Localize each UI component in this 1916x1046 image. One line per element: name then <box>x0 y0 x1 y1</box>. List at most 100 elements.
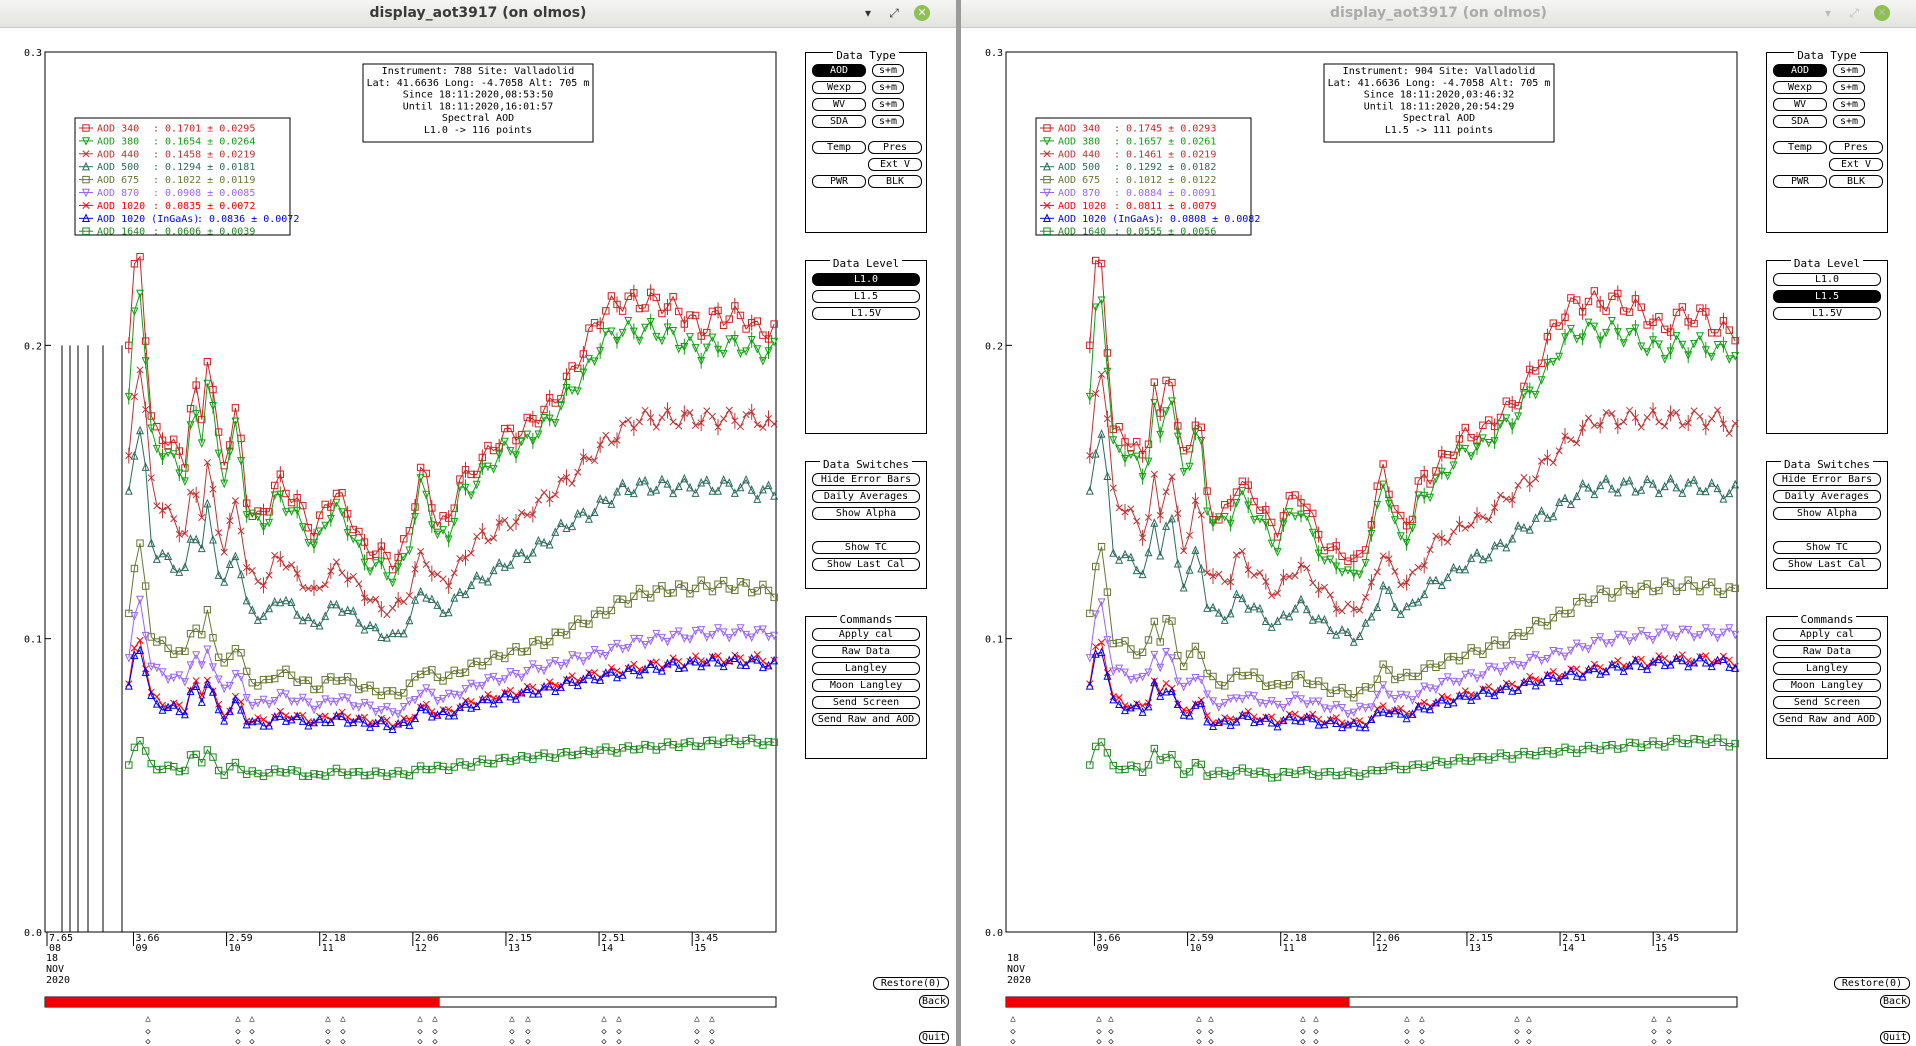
sun-mark-triangle: △ <box>1666 1014 1672 1024</box>
data-point <box>1414 690 1423 699</box>
window-titlebar[interactable]: display_aot3917 (on olmos) ▾ ⤢ ✕ <box>0 0 956 28</box>
data-point <box>1672 482 1681 492</box>
data-point <box>635 476 644 486</box>
wv-button[interactable]: WV <box>812 98 866 111</box>
langley-button[interactable]: Langley <box>812 662 920 675</box>
send-raw-and-aod-button[interactable]: Send Raw and AOD <box>1773 713 1881 726</box>
blk-button[interactable]: BLK <box>868 175 922 188</box>
raw-data-button[interactable]: Raw Data <box>1773 645 1881 658</box>
back-button[interactable]: Back <box>1880 995 1910 1008</box>
window-titlebar[interactable]: display_aot3917 (on olmos) ▾ ⤢ ✕ <box>961 0 1916 28</box>
data-point <box>1250 516 1259 525</box>
ext-v-button[interactable]: Ext V <box>1829 158 1883 171</box>
wexp-button[interactable]: Wexp <box>1773 81 1827 94</box>
sda-button[interactable]: SDA <box>1773 115 1827 128</box>
sm-button[interactable]: s+m <box>872 115 904 128</box>
data-point <box>1197 698 1206 708</box>
level-l15-button[interactable]: L1.5 <box>812 290 920 303</box>
data-point <box>271 481 279 490</box>
wexp-button[interactable]: Wexp <box>812 81 866 94</box>
data-point <box>675 657 683 665</box>
daily-averages-button[interactable]: Daily Averages <box>1773 490 1881 503</box>
sun-mark-diamond: ◇ <box>616 1037 622 1046</box>
moon-langley-button[interactable]: Moon Langley <box>812 679 920 692</box>
send-raw-and-aod-button[interactable]: Send Raw and AOD <box>812 713 920 726</box>
sm-button[interactable]: s+m <box>1833 81 1865 94</box>
pwr-button[interactable]: PWR <box>1773 175 1827 188</box>
close-icon[interactable]: ✕ <box>914 5 930 21</box>
send-screen-button[interactable]: Send Screen <box>812 696 920 709</box>
data-point <box>1361 618 1370 627</box>
data-point <box>1156 663 1165 673</box>
daily-averages-button[interactable]: Daily Averages <box>812 490 920 503</box>
level-l10-button[interactable]: L1.0 <box>812 273 920 286</box>
data-point <box>1590 287 1599 295</box>
data-point <box>1402 668 1411 677</box>
sda-button[interactable]: SDA <box>812 115 866 128</box>
sm-button[interactable]: s+m <box>872 64 904 77</box>
moon-langley-button[interactable]: Moon Langley <box>1773 679 1881 692</box>
blk-button[interactable]: BLK <box>1829 175 1883 188</box>
level-l15v-button[interactable]: L1.5V <box>812 307 920 320</box>
level-l15-button[interactable]: L1.5 <box>1773 290 1881 303</box>
data-point <box>747 633 756 643</box>
quit-button[interactable]: Quit <box>1880 1031 1910 1044</box>
data-point <box>1197 675 1206 685</box>
pres-button[interactable]: Pres <box>1829 141 1883 154</box>
data-point <box>731 302 739 310</box>
level-l15v-button[interactable]: L1.5V <box>1773 307 1881 320</box>
sm-button[interactable]: s+m <box>1833 98 1865 111</box>
apply-cal-button[interactable]: Apply cal <box>1773 628 1881 641</box>
maximize-icon[interactable]: ⤢ <box>889 6 899 20</box>
quit-button[interactable]: Quit <box>919 1031 949 1044</box>
data-point <box>1338 771 1346 779</box>
minimize-icon[interactable]: ▾ <box>864 6 872 20</box>
restore-button[interactable]: Restore(0) <box>1834 977 1910 990</box>
data-point <box>1561 670 1569 679</box>
data-point <box>1514 412 1523 422</box>
legend-label: AOD 1020 <box>1058 201 1106 212</box>
send-screen-button[interactable]: Send Screen <box>1773 696 1881 709</box>
show-tc-button[interactable]: Show TC <box>812 541 920 554</box>
apply-cal-button[interactable]: Apply cal <box>812 628 920 641</box>
data-point <box>1655 740 1663 749</box>
restore-button[interactable]: Restore(0) <box>873 977 949 990</box>
raw-data-button[interactable]: Raw Data <box>812 645 920 658</box>
sm-button[interactable]: s+m <box>1833 115 1865 128</box>
close-icon[interactable]: ✕ <box>1874 5 1890 21</box>
wv-button[interactable]: WV <box>1773 98 1827 111</box>
show-alpha-button[interactable]: Show Alpha <box>812 507 920 520</box>
show-tc-button[interactable]: Show TC <box>1773 541 1881 554</box>
temp-button[interactable]: Temp <box>812 141 866 154</box>
data-point <box>1385 666 1393 674</box>
show-last-cal-button[interactable]: Show Last Cal <box>812 558 920 571</box>
data-point <box>1238 672 1247 680</box>
data-point <box>169 700 178 709</box>
back-button[interactable]: Back <box>919 995 949 1008</box>
show-alpha-button[interactable]: Show Alpha <box>1773 507 1881 520</box>
hide-error-bars-button[interactable]: Hide Error Bars <box>1773 473 1881 486</box>
aod-button[interactable]: AOD <box>812 64 866 77</box>
maximize-icon[interactable]: ⤢ <box>1849 6 1859 20</box>
data-point <box>141 462 150 471</box>
pres-button[interactable]: Pres <box>868 141 922 154</box>
show-last-cal-button[interactable]: Show Last Cal <box>1773 558 1881 571</box>
hide-error-bars-button[interactable]: Hide Error Bars <box>812 473 920 486</box>
sun-mark-diamond: ◇ <box>1096 1037 1102 1046</box>
level-l10-button[interactable]: L1.0 <box>1773 273 1881 286</box>
data-point <box>545 394 554 402</box>
sm-button[interactable]: s+m <box>872 81 904 94</box>
data-point <box>1343 719 1352 729</box>
sm-button[interactable]: s+m <box>1833 64 1865 77</box>
langley-button[interactable]: Langley <box>1773 662 1881 675</box>
minimize-icon[interactable]: ▾ <box>1824 6 1832 20</box>
sm-button[interactable]: s+m <box>872 98 904 111</box>
data-point <box>1461 757 1469 765</box>
pwr-button[interactable]: PWR <box>812 175 866 188</box>
aod-button[interactable]: AOD <box>1773 64 1827 77</box>
temp-button[interactable]: Temp <box>1773 141 1827 154</box>
data-point <box>607 643 616 653</box>
data-point <box>366 620 375 629</box>
data-point <box>1719 494 1728 503</box>
ext-v-button[interactable]: Ext V <box>868 158 922 171</box>
